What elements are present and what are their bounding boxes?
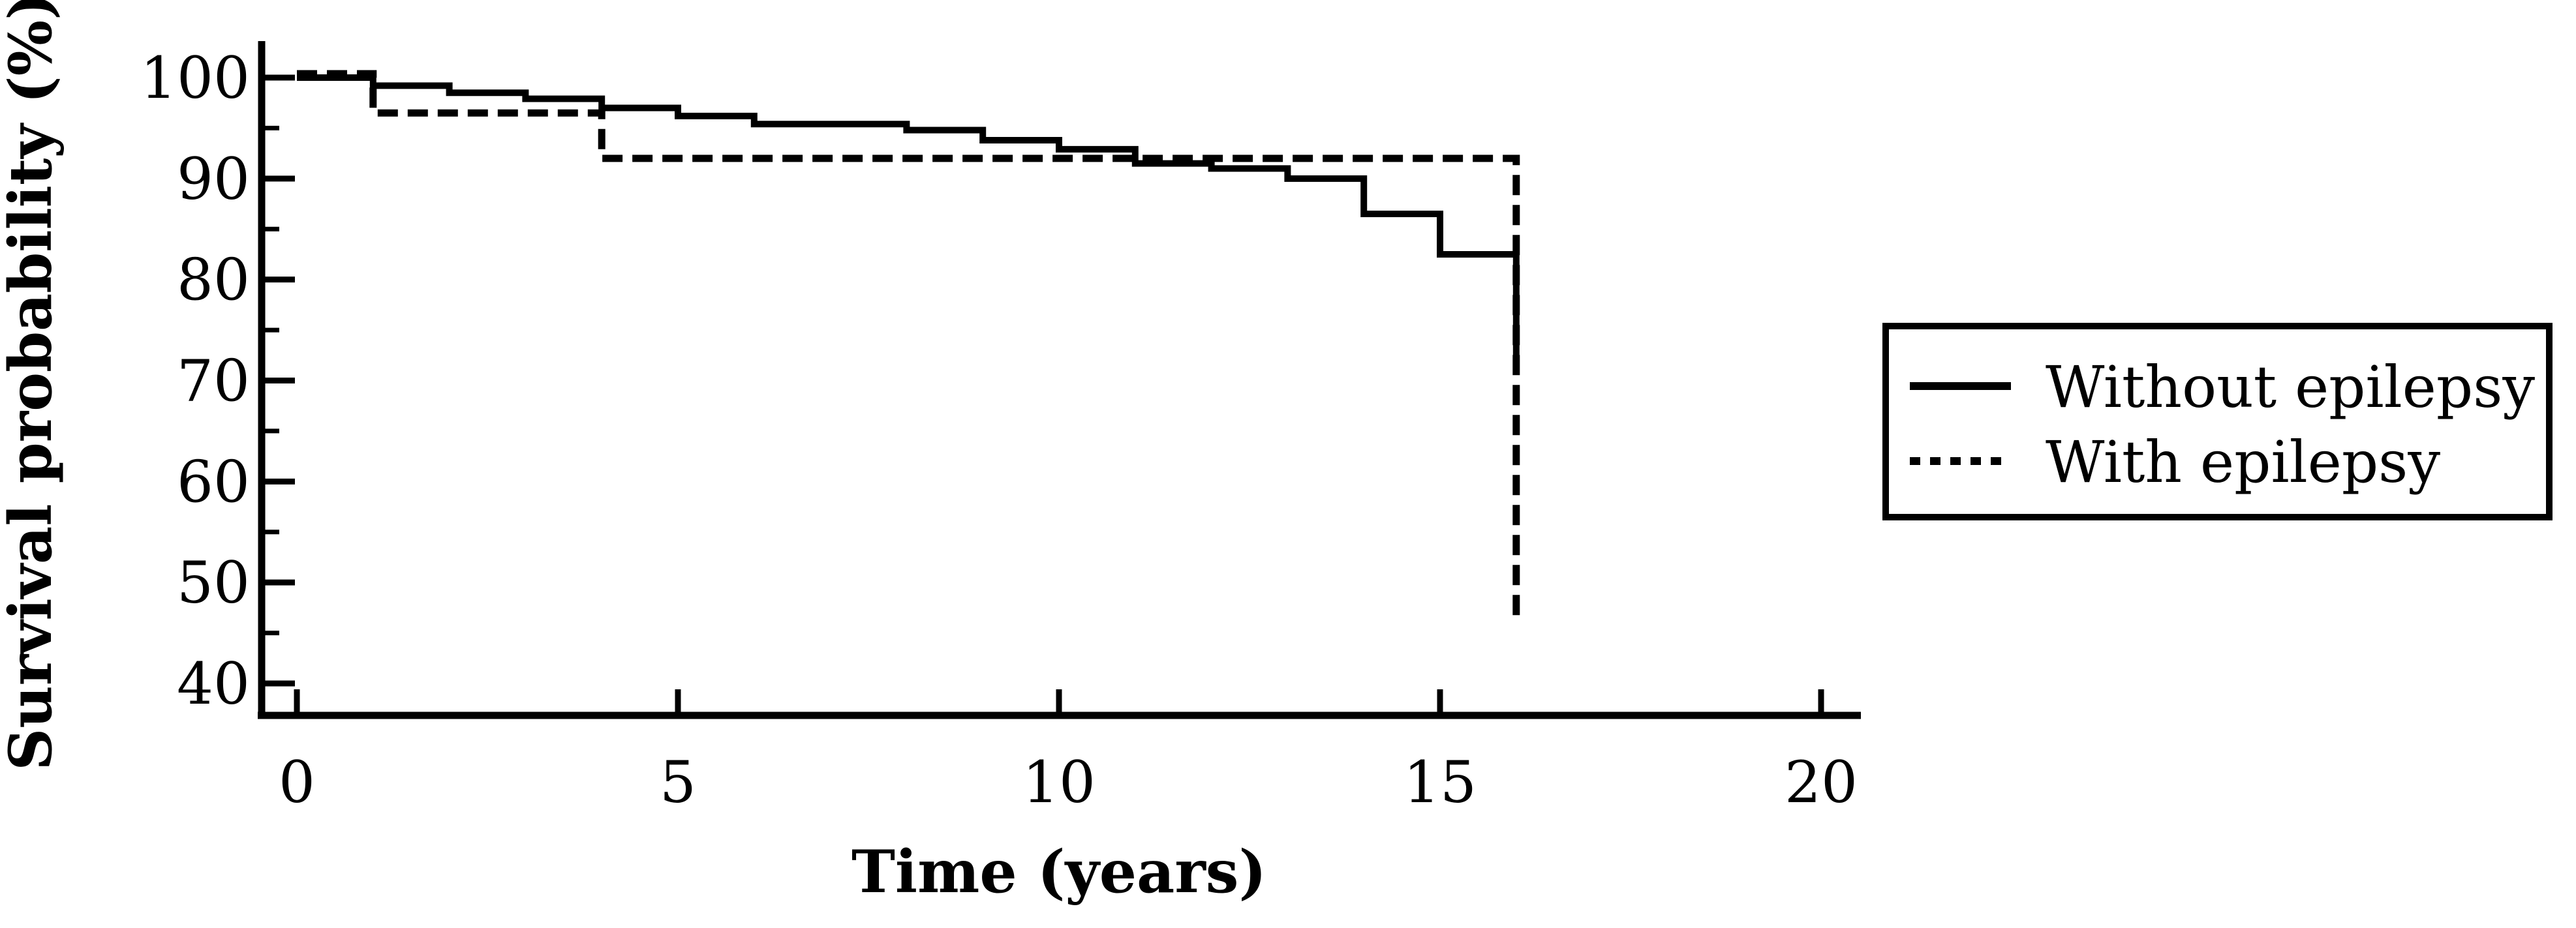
x-tick-label: 0 [279, 749, 315, 816]
y-tick-label: 100 [140, 44, 250, 112]
curve-with-epilepsy [297, 70, 1520, 623]
y-tick-label: 80 [177, 247, 250, 314]
x-tick-label: 15 [1403, 749, 1477, 816]
legend-label-with-epilepsy: With epilepsy [2046, 428, 2440, 496]
axes: 100 90 80 70 60 50 40 0 5 10 15 20 [140, 41, 1861, 816]
curve-without-epilepsy [297, 74, 1520, 361]
survival-curves [297, 70, 1520, 623]
y-tick-label: 70 [177, 347, 250, 414]
legend: Without epilepsy With epilepsy [1882, 323, 2553, 520]
x-tick-label: 5 [660, 749, 696, 816]
y-tick-label: 60 [177, 448, 250, 515]
y-axis-title: Survival probability (%) [0, 0, 65, 771]
x-tick-label: 10 [1022, 749, 1096, 816]
y-tick-label: 50 [177, 549, 250, 616]
y-tick-label: 90 [177, 145, 250, 213]
x-tick-label: 20 [1785, 749, 1858, 816]
y-tick-label: 40 [177, 650, 250, 717]
legend-box [1882, 323, 2553, 520]
x-axis-title: Time (years) [851, 837, 1266, 906]
legend-label-without-epilepsy: Without epilepsy [2046, 353, 2535, 421]
